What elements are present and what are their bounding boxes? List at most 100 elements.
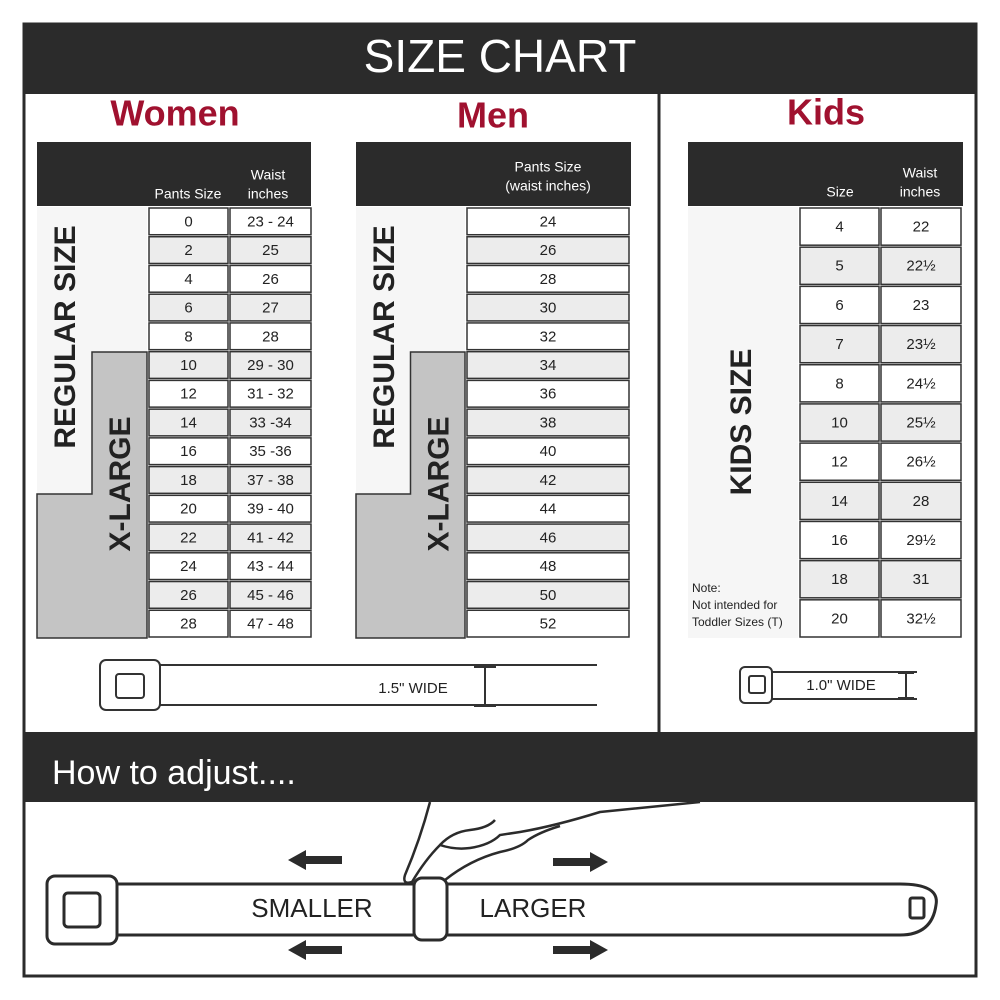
cell xyxy=(148,207,229,236)
cell-text: 24 xyxy=(540,213,557,230)
cell-text: 25½ xyxy=(906,414,936,431)
column-header: inches xyxy=(900,184,940,200)
cell-text: 29½ xyxy=(906,532,936,549)
cell-text: 35 -36 xyxy=(249,443,292,460)
cell xyxy=(229,235,312,265)
cell xyxy=(229,379,312,408)
cell-text: 6 xyxy=(835,297,843,314)
cell-text: 8 xyxy=(835,375,843,392)
cell-text: 37 - 38 xyxy=(247,472,294,489)
table-header xyxy=(37,142,311,206)
cell-text: 31 xyxy=(913,571,930,588)
cell xyxy=(229,609,312,638)
cell-text: 28 xyxy=(913,493,930,510)
cell xyxy=(229,552,312,581)
belt-strap xyxy=(770,671,917,700)
cell xyxy=(229,408,312,437)
cell xyxy=(880,285,962,325)
cell xyxy=(880,481,962,521)
label-column xyxy=(688,207,798,638)
belt-strap xyxy=(110,882,938,937)
cell-text: 40 xyxy=(540,443,557,460)
cell xyxy=(148,465,229,495)
cell-text: 22 xyxy=(913,219,930,236)
cell-text: 48 xyxy=(540,558,557,575)
cell-text: 4 xyxy=(835,219,843,236)
cell xyxy=(229,437,312,466)
cell-text: 20 xyxy=(180,501,197,518)
cell xyxy=(799,285,880,325)
cell-text: 0 xyxy=(184,213,192,230)
buckle-face xyxy=(748,675,766,694)
cell xyxy=(229,322,312,351)
cell-text: 29 - 30 xyxy=(247,357,294,374)
belt-strap xyxy=(160,664,597,706)
cell-text: 26 xyxy=(540,242,557,259)
note: Toddler Sizes (T) xyxy=(692,615,783,629)
cell xyxy=(148,264,229,293)
arrow-right xyxy=(553,852,608,872)
cell-text: 52 xyxy=(540,616,557,633)
cell xyxy=(466,293,630,322)
cell-text: 32 xyxy=(540,328,557,345)
adjust-label: LARGER xyxy=(480,893,587,923)
cell xyxy=(466,494,630,523)
table-header xyxy=(688,142,963,206)
cell-text: 16 xyxy=(831,532,848,549)
cell-text: 26 xyxy=(180,587,197,604)
belt-loop xyxy=(412,876,449,942)
cell xyxy=(148,437,229,466)
cell xyxy=(466,350,630,380)
cell xyxy=(466,264,630,293)
column-header: Pants Size xyxy=(515,159,582,175)
cell xyxy=(799,599,880,638)
cell xyxy=(799,481,880,521)
cell-text: 24 xyxy=(180,558,197,575)
cell xyxy=(229,350,312,380)
width-marker xyxy=(474,666,496,707)
note: Not intended for xyxy=(692,598,777,612)
cell-text: 8 xyxy=(184,328,192,345)
cell xyxy=(466,235,630,265)
cell-text: 12 xyxy=(180,386,197,403)
cell-text: 25 xyxy=(262,242,279,259)
column-header: Size xyxy=(826,184,853,200)
cell-text: 44 xyxy=(540,501,557,518)
cell-text: 43 - 44 xyxy=(247,558,294,575)
adjust-title: How to adjust.... xyxy=(52,754,296,792)
cell-text: 39 - 40 xyxy=(247,501,294,518)
cell xyxy=(466,580,630,610)
title: SIZE CHART xyxy=(364,30,637,82)
xlarge-region xyxy=(36,351,148,639)
cell xyxy=(799,363,880,403)
cell xyxy=(880,442,962,482)
cell xyxy=(466,552,630,581)
cell-text: 5 xyxy=(835,258,843,275)
cell xyxy=(799,559,880,599)
women-belt xyxy=(99,659,597,711)
cell xyxy=(880,324,962,364)
cell xyxy=(466,379,630,408)
cell xyxy=(148,235,229,265)
cell xyxy=(466,322,630,351)
cell xyxy=(148,350,229,380)
cell xyxy=(229,293,312,322)
cell xyxy=(880,520,962,560)
cell xyxy=(148,552,229,581)
cell-text: 20 xyxy=(831,610,848,627)
cell xyxy=(799,520,880,560)
cell-text: 10 xyxy=(831,414,848,431)
cell xyxy=(880,246,962,286)
cell-text: 46 xyxy=(540,529,557,546)
title-bar xyxy=(24,24,976,94)
cell xyxy=(880,207,962,246)
cell xyxy=(466,609,630,638)
cell-text: 18 xyxy=(831,571,848,588)
adjust-label: SMALLER xyxy=(251,893,372,923)
note: Note: xyxy=(692,581,721,595)
cell-text: 30 xyxy=(540,300,557,317)
column-header: Pants Size xyxy=(155,186,222,202)
cell-text: 50 xyxy=(540,587,557,604)
cell xyxy=(880,363,962,403)
